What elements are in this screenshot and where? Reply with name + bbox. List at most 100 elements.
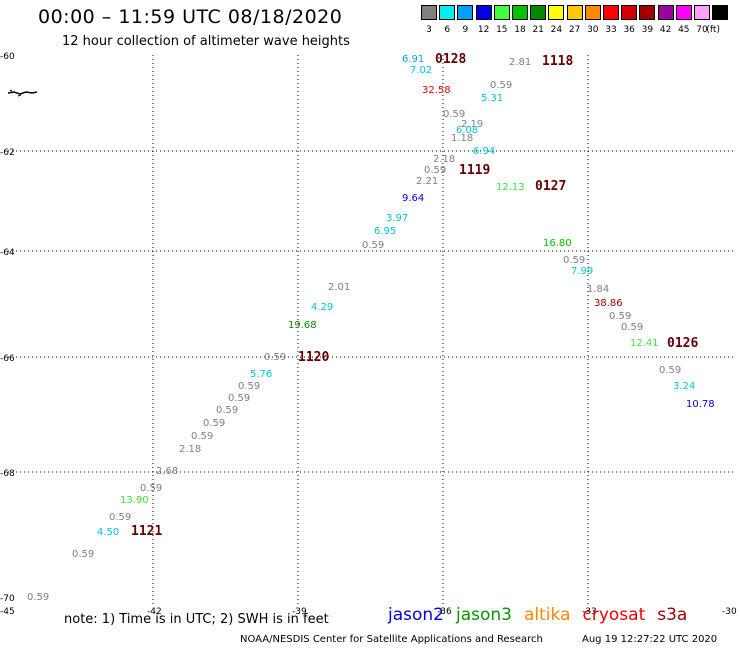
longitude-label: -45 [0, 607, 15, 617]
wave-height-value: 9.64 [402, 193, 424, 204]
scale-swatch [639, 5, 656, 20]
wave-height-value: 2.18 [179, 444, 201, 455]
wave-height-value: 10.78 [686, 399, 715, 410]
wave-height-value: 0.59 [238, 381, 260, 392]
pass-time-label: 1120 [298, 350, 329, 365]
pass-time-label: 1119 [459, 163, 490, 178]
scale-label: 27 [568, 25, 581, 35]
scale-label: 15 [496, 25, 508, 35]
scale-label: 36 [623, 25, 635, 35]
map-title: 00:00 – 11:59 UTC 08/18/2020 [38, 6, 343, 28]
wave-height-value: 1.84 [587, 284, 609, 295]
wave-height-value: 0.59 [490, 80, 512, 91]
satellite-legend-item: cryosat [582, 605, 646, 625]
wave-height-value: 12.41 [630, 338, 659, 349]
wave-height-value: 0.59 [424, 165, 446, 176]
wave-height-value: 2.81 [509, 57, 531, 68]
longitude-label: -42 [147, 607, 162, 617]
pass-time-label: 0126 [667, 336, 698, 351]
scale-label: 21 [532, 25, 544, 35]
map-grid [8, 55, 735, 607]
wave-height-value: 6.94 [473, 146, 495, 157]
wave-height-value: 2.01 [328, 282, 350, 293]
wave-height-value: 0.59 [228, 393, 250, 404]
scale-swatch [675, 5, 692, 20]
scale-swatch [657, 5, 674, 20]
wave-height-value: 2.68 [156, 466, 178, 477]
latitude-label: -66 [0, 354, 15, 364]
scale-label: 42 [659, 25, 672, 35]
scale-swatch [548, 5, 565, 20]
wave-height-value: 6.08 [456, 125, 478, 136]
latitude-label: -62 [0, 148, 15, 158]
scale-label: 39 [641, 25, 654, 35]
scale-unit: (ft) [706, 25, 720, 35]
scale-swatch [712, 5, 729, 20]
wave-height-value: 4.50 [97, 527, 119, 538]
wave-height-value: 2.19 [461, 119, 483, 130]
scale-label: 6 [444, 25, 451, 35]
wave-height-value: 0.59 [216, 405, 238, 416]
satellite-legend-item: jason2 [388, 605, 444, 625]
wave-height-value: 7.02 [410, 65, 432, 76]
satellite-legend-item: jason3 [456, 605, 512, 625]
wave-height-value: 6.95 [374, 226, 396, 237]
wave-height-value: 0.59 [109, 512, 131, 523]
latitude-label: -68 [0, 469, 15, 479]
scale-swatch [621, 5, 638, 20]
wave-height-value: 0.59 [72, 549, 94, 560]
pass-time-label: 1121 [131, 524, 162, 539]
pass-time-label: 1118 [542, 54, 573, 69]
wave-height-value: 38.86 [594, 298, 623, 309]
longitude-label: -30 [722, 607, 737, 617]
scale-swatch [603, 5, 619, 20]
wave-height-value: 2.18 [433, 154, 455, 165]
scale-label: 18 [514, 25, 526, 35]
map-subtitle: 12 hour collection of altimeter wave hei… [62, 34, 350, 49]
wave-height-value: 32.58 [422, 85, 451, 96]
pass-time-labels: 0128 1118 1119 0127 1120 0126 1121 [131, 52, 698, 539]
scale-label: 45 [678, 25, 690, 35]
wave-height-value: 3.24 [673, 381, 695, 392]
latitude-label: -60 [0, 52, 15, 62]
wave-height-value: 3.97 [386, 213, 408, 224]
wave-height-value: 0.59 [621, 322, 643, 333]
latitude-label: -70 [0, 594, 15, 604]
wave-height-value: 0.59 [203, 418, 225, 429]
satellite-legend-item: altika [524, 605, 571, 625]
wave-height-value: 0.59 [27, 592, 49, 603]
scale-swatch [457, 5, 474, 20]
latitude-label: -64 [0, 248, 15, 258]
wave-height-observations: 6.917.022.810.5932.585.310.592.196.081.1… [27, 54, 715, 603]
scale-swatch [421, 5, 437, 20]
scale-swatch [439, 5, 456, 20]
wave-height-value: 2.21 [416, 176, 438, 187]
wave-height-value: 12.13 [496, 182, 525, 193]
wave-height-value: 7.99 [571, 266, 593, 277]
footer-note: note: 1) Time is in UTC; 2) SWH is in fe… [64, 612, 329, 627]
scale-swatch [512, 5, 528, 20]
satellite-legend: jason2 jason3 altika cryosat s3a [388, 605, 699, 625]
wave-height-value: 16.80 [543, 238, 572, 249]
wave-height-value: 19.68 [288, 320, 317, 331]
scale-swatch [475, 5, 492, 20]
wave-height-value: 13.90 [120, 495, 149, 506]
longitude-label: -36 [437, 607, 452, 617]
wave-height-value: 5.76 [250, 369, 272, 380]
wave-height-value: 6.91 [402, 54, 424, 65]
longitude-label: -39 [292, 607, 307, 617]
wave-height-value: 5.31 [481, 93, 503, 104]
scale-swatch [584, 5, 601, 20]
pass-time-label: 0128 [435, 52, 466, 67]
scale-swatch [566, 5, 583, 20]
wave-height-value: 0.59 [191, 431, 213, 442]
scale-label: 12 [477, 25, 490, 35]
wave-height-value: 0.59 [443, 109, 465, 120]
scale-label: 24 [550, 25, 563, 35]
satellite-legend-item: s3a [657, 605, 688, 625]
scale-label: 33 [605, 25, 617, 35]
axis-labels: -45 -42 -39 -36 -33 -30 -60 -62 -64 -66 -68 -70 [0, 52, 737, 617]
scale-label: 9 [462, 25, 469, 35]
longitude-label: -33 [582, 607, 597, 617]
